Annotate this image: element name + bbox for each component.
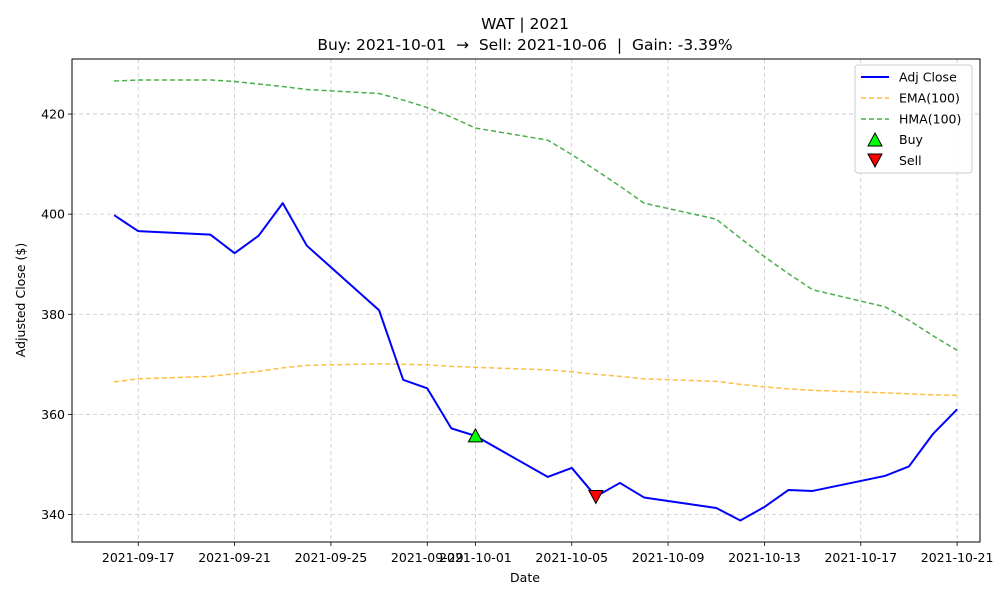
x-tick-label: 2021-10-09 [632, 550, 705, 565]
y-tick-label: 380 [41, 307, 65, 322]
markers-group [467, 427, 604, 505]
buy-marker [467, 427, 484, 443]
plot-frame [71, 58, 981, 543]
y-tick-label: 360 [41, 407, 65, 422]
chart-subtitle: Buy: 2021-10-01 → Sell: 2021-10-06 | Gai… [317, 36, 732, 54]
x-tick-label: 2021-09-21 [198, 550, 271, 565]
series-line-ema-100 [114, 363, 958, 397]
series-line-adj-close [113, 202, 958, 522]
legend-box [854, 64, 973, 174]
x-axis-label: Date [510, 570, 540, 585]
y-axis-label: Adjusted Close ($) [13, 243, 28, 357]
legend-swatch-sell [867, 153, 883, 169]
y-tick-label: 340 [41, 507, 65, 522]
grid [72, 59, 980, 542]
x-tick-label: 2021-09-29 [391, 550, 464, 565]
sell-marker [588, 489, 604, 505]
x-tick-label: 2021-10-05 [535, 550, 608, 565]
legend-label-sell: Sell [899, 153, 922, 168]
series-group [113, 79, 958, 522]
legend-label-ema: EMA(100) [899, 91, 960, 106]
x-tick-label: 2021-10-01 [439, 550, 512, 565]
series-line-hma-100 [114, 79, 958, 351]
x-tick-label: 2021-10-21 [921, 550, 994, 565]
legend-swatch-buy [867, 131, 883, 147]
y-tick-label: 400 [41, 207, 65, 222]
y-axis: 340 360 380 400 420 [41, 107, 72, 522]
x-tick-label: 2021-10-17 [824, 550, 897, 565]
x-tick-label: 2021-09-17 [102, 550, 175, 565]
legend: Adj Close EMA(100) HMA(100) Buy Sell [854, 64, 973, 174]
x-axis: 2021-09-17 2021-09-21 2021-09-25 2021-09-29… [102, 542, 994, 565]
y-tick-label: 420 [41, 107, 65, 122]
legend-label-hma: HMA(100) [899, 112, 961, 127]
x-tick-label: 2021-10-13 [728, 550, 801, 565]
legend-label-buy: Buy [899, 132, 923, 147]
legend-label-adj-close: Adj Close [899, 70, 957, 85]
x-tick-label: 2021-09-25 [295, 550, 368, 565]
chart-title: WAT | 2021 [481, 15, 569, 33]
